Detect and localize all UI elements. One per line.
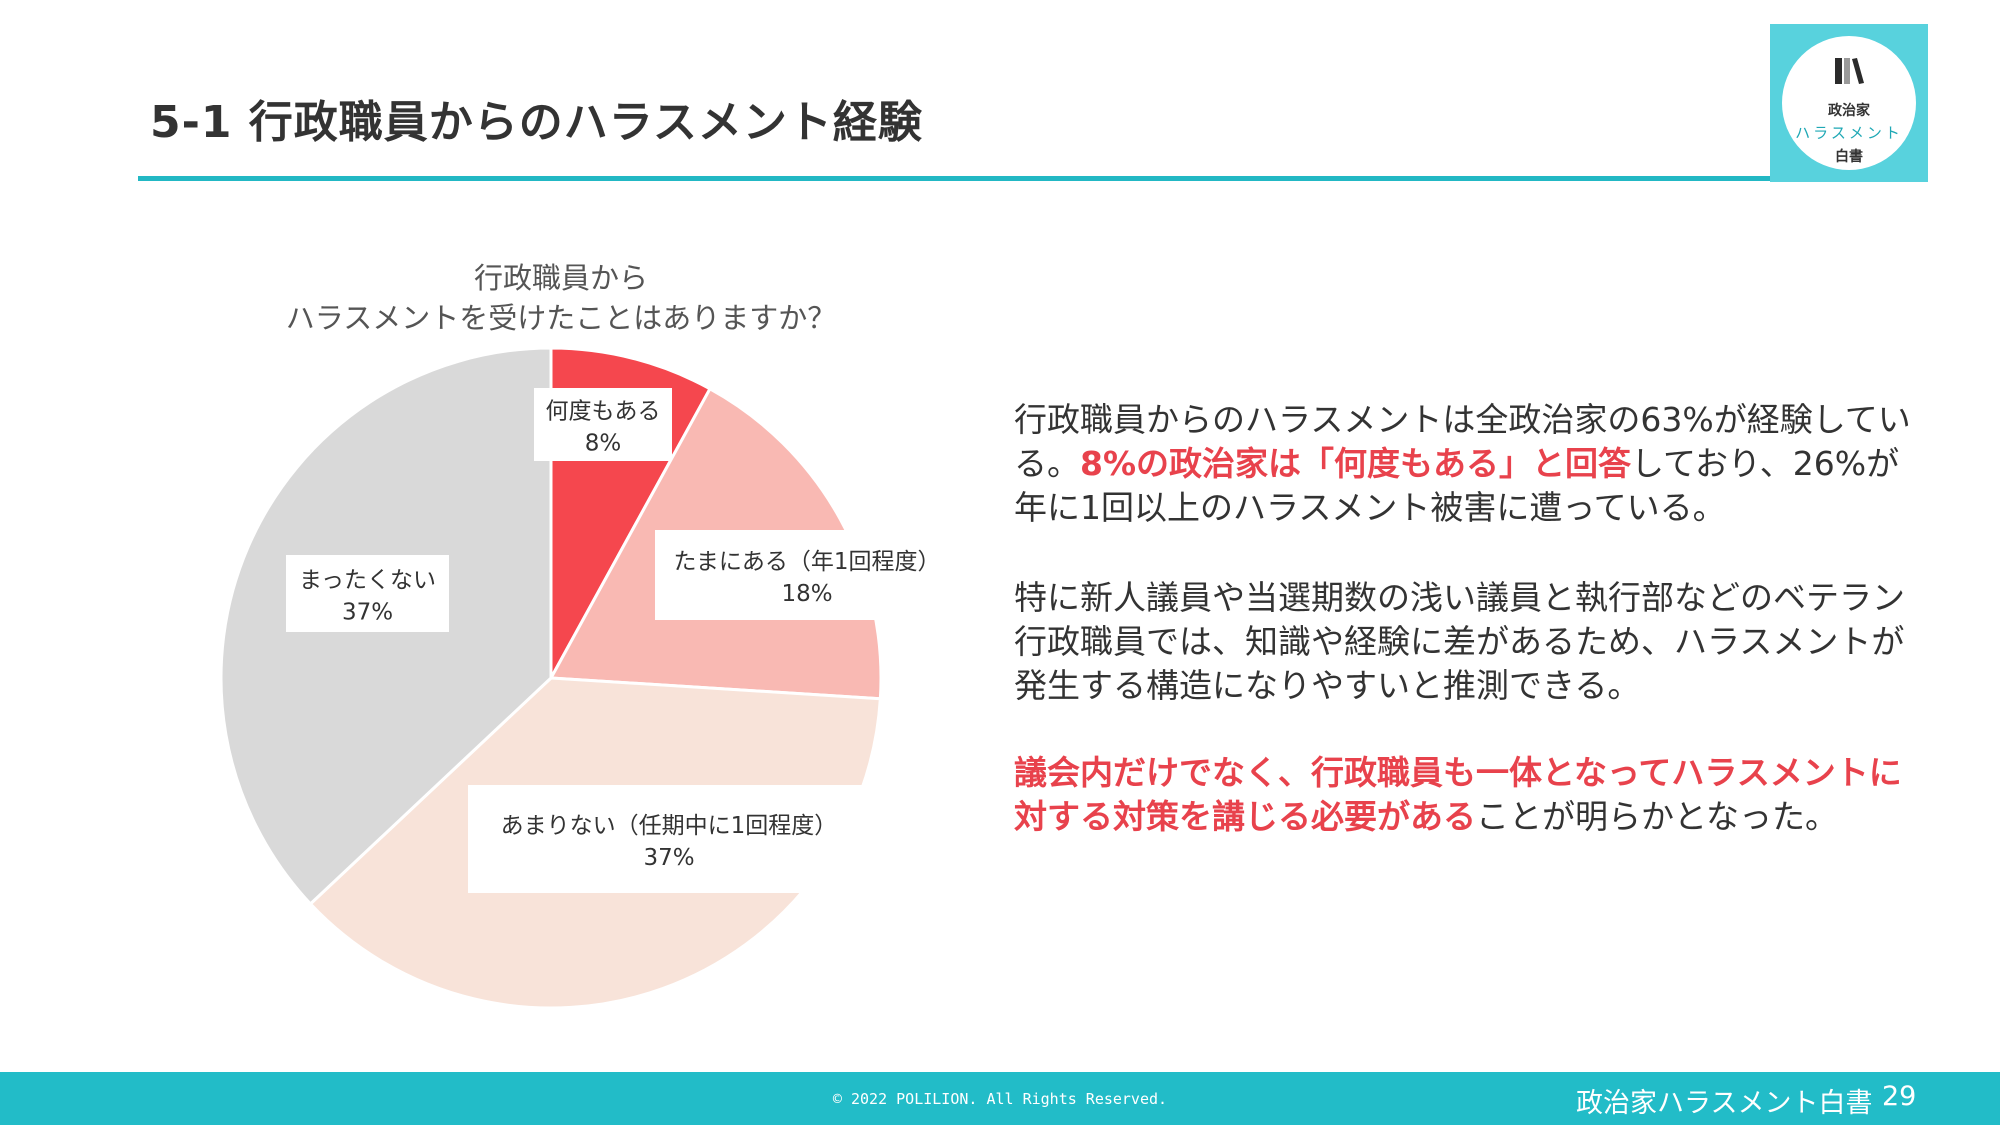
- logo: 政治家 ハラスメント 白書: [1770, 24, 1928, 182]
- slice-label-box: [655, 530, 959, 620]
- footer-bar: [0, 1072, 2000, 1125]
- slice-category-label: まったくない: [299, 568, 436, 594]
- copyright: © 2022 POLILION. All Rights Reserved.: [832, 1090, 1168, 1108]
- slice-category-label: あまりない（任期中に1回程度）: [501, 813, 838, 839]
- summary-3-highlight: 議会内だけでなく、行政職員も一体となってハラスメントに対する対策を講じる必要があ…: [1014, 753, 1902, 836]
- page-title: 5-1 行政職員からのハラスメント経験: [150, 97, 923, 148]
- slice-value-label: 8%: [585, 431, 622, 457]
- summary-3-part-2: ことが明らかとなった。: [1476, 797, 1839, 836]
- slice-category-label: 何度もある: [546, 399, 661, 425]
- slice-value-label: 37%: [342, 600, 393, 626]
- slice-label-sometimes: たまにある（年1回程度） 18%: [655, 530, 959, 620]
- summary-1-part-1: 行政職員からのハラスメントは全政治家の63%が経験している。: [1014, 400, 1911, 483]
- pie-chart: 何度もある 8% たまにある（年1回程度） 18% あまりない（任期中に1回程度） 37%…: [219, 346, 959, 1010]
- logo-badge: 政治家 ハラスメント 白書: [1782, 36, 1916, 170]
- summary-1-highlight: 8%の政治家は「何度もある」と回答: [1080, 444, 1632, 483]
- footer-title: 政治家ハラスメント白書: [1576, 1088, 1873, 1119]
- logo-text-line3: 白書: [1835, 149, 1863, 165]
- books-icon: [1835, 58, 1864, 84]
- chart-title-line1: 行政職員から: [473, 261, 648, 295]
- logo-text-line2: ハラスメント: [1795, 124, 1903, 142]
- summary-1-part-2: しており、26%が年に1回以上のハラスメント被害に遭っている。: [1014, 444, 1900, 527]
- summary-2-text: 特に新人議員や当選期数の浅い議員と執行部などのベテラン行政職員では、知識や経験に…: [1014, 578, 1905, 705]
- slice-label-box: [534, 388, 672, 461]
- slice-label-box: [286, 555, 449, 632]
- summary-paragraph-2: 特に新人議員や当選期数の浅い議員と執行部などのベテラン行政職員では、知識や経験に…: [1014, 576, 1914, 708]
- header-divider: [138, 176, 1770, 181]
- slice-label-never: まったくない 37%: [286, 555, 449, 632]
- chart-title: 行政職員から ハラスメントを受けたことはありますか？: [200, 258, 922, 338]
- page-number: 29: [1882, 1081, 1917, 1112]
- summary-paragraph-3: 議会内だけでなく、行政職員も一体となってハラスメントに対する対策を講じる必要があ…: [1014, 751, 1914, 839]
- slice-value-label: 18%: [781, 581, 832, 607]
- slice-category-label: たまにある（年1回程度）: [674, 549, 941, 575]
- slice-value-label: 37%: [643, 845, 694, 871]
- chart-title-line2: ハラスメントを受けたことはありますか？: [285, 301, 837, 335]
- slice-label-rarely: あまりない（任期中に1回程度） 37%: [468, 785, 870, 893]
- slice-label-box: [468, 785, 870, 893]
- slice-label-often: 何度もある 8%: [534, 388, 672, 461]
- summary-paragraph-1: 行政職員からのハラスメントは全政治家の63%が経験している。8%の政治家は「何度…: [1014, 398, 1914, 530]
- logo-text-line1: 政治家: [1828, 103, 1870, 119]
